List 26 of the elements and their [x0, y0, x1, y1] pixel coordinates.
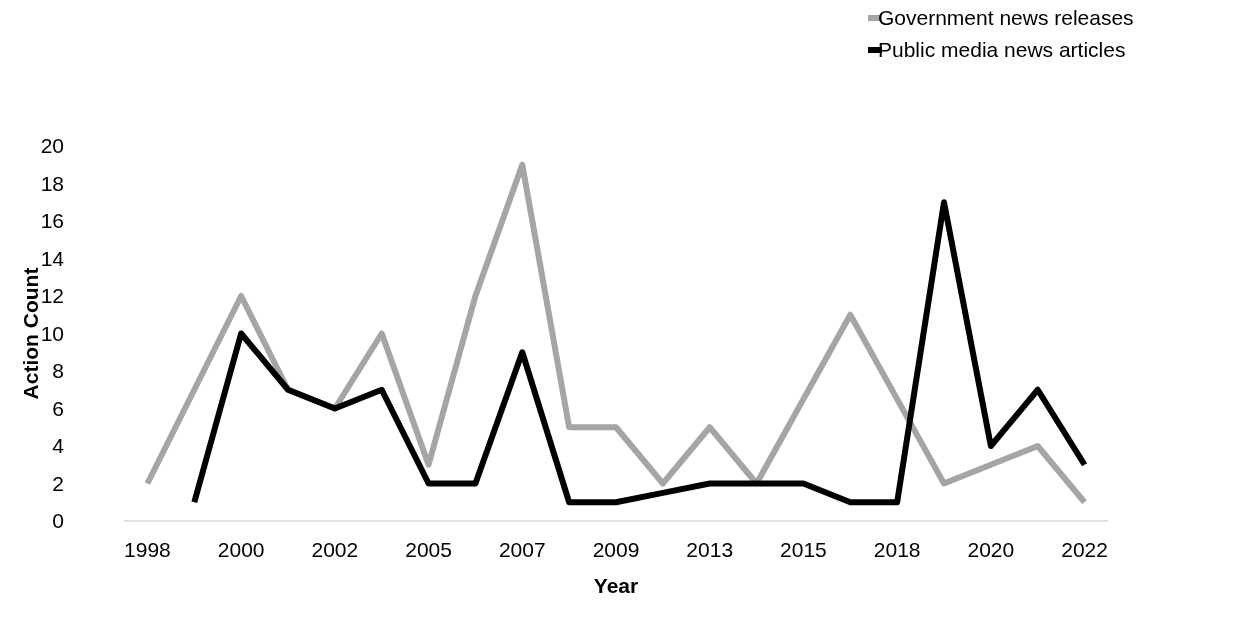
legend-label: Public media news articles — [878, 38, 1126, 62]
x-tick-label: 2007 — [498, 538, 546, 561]
y-tick-label: 12 — [40, 284, 64, 308]
legend-label: Government news releases — [878, 6, 1134, 30]
x-tick-label: 2000 — [217, 538, 265, 561]
y-tick-label: 14 — [40, 246, 65, 270]
x-tick-label: 2005 — [405, 538, 452, 561]
x-tick-label: 2022 — [1061, 538, 1108, 561]
y-tick-label: 20 — [40, 134, 64, 158]
x-tick-label: 2002 — [311, 538, 359, 561]
x-tick-label: 2015 — [780, 538, 827, 561]
y-tick-label: 10 — [40, 321, 64, 345]
y-tick-label: 18 — [40, 171, 64, 195]
y-tick-label: 0 — [52, 509, 64, 533]
x-tick-label: 2020 — [967, 538, 1015, 561]
y-tick-label: 8 — [52, 359, 64, 383]
x-axis-title: Year — [593, 574, 639, 597]
y-tick-label: 16 — [40, 209, 64, 233]
y-axis-title: Action Count — [19, 267, 42, 400]
x-tick-label: 2009 — [592, 538, 640, 561]
y-tick-label: 2 — [52, 471, 64, 495]
x-tick-label: 1998 — [124, 538, 171, 561]
y-tick-label: 6 — [52, 396, 64, 420]
y-tick-label: 4 — [52, 434, 65, 458]
x-tick-label: 2013 — [686, 538, 734, 561]
x-tick-label: 2018 — [873, 538, 921, 561]
